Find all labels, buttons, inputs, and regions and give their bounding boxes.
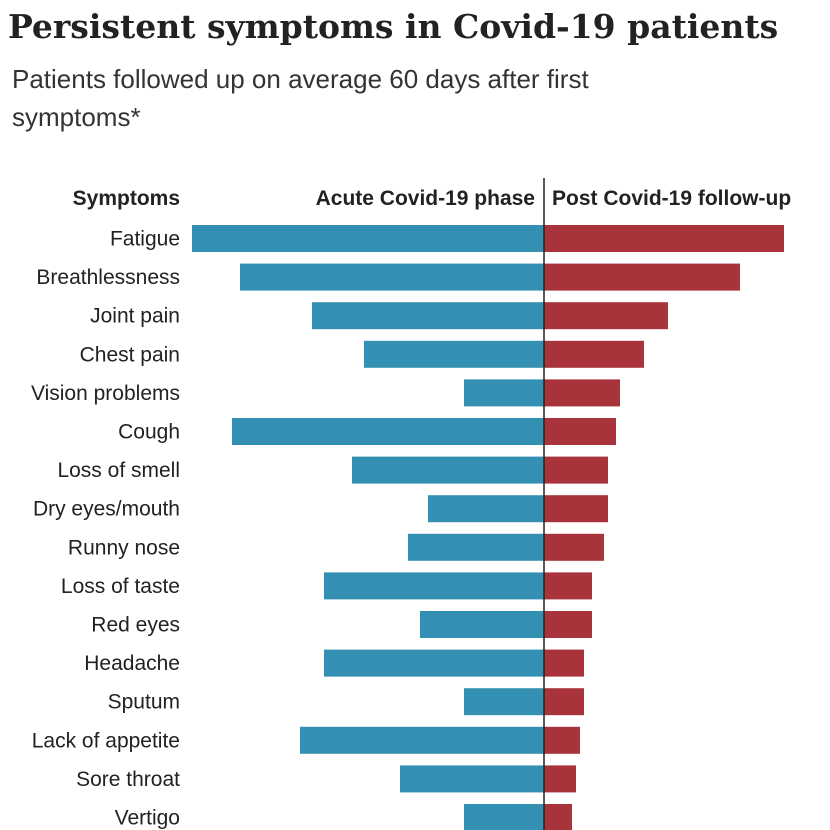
symptom-label: Runny nose [68, 536, 180, 559]
acute-phase-bar [364, 340, 544, 368]
symptom-label: Chest pain [80, 343, 180, 366]
post-followup-bar [544, 495, 608, 523]
acute-phase-bar [408, 533, 544, 561]
post-followup-bar [544, 765, 576, 793]
chart-title: Persistent symptoms in Covid-19 patients [8, 7, 779, 46]
symptom-label: Cough [118, 421, 180, 444]
symptom-label: Lack of appetite [32, 729, 180, 752]
acute-phase-bar [420, 611, 544, 638]
acute-phase-bar [300, 726, 544, 754]
acute-phase-header: Acute Covid-19 phase [316, 187, 535, 210]
post-followup-bar [544, 263, 740, 291]
acute-phase-bar [428, 495, 544, 523]
acute-phase-bar [312, 302, 544, 330]
acute-phase-bar [400, 765, 544, 793]
post-followup-bar [544, 804, 572, 830]
post-followup-bar [544, 379, 620, 407]
post-followup-bar [544, 225, 784, 252]
symptom-label: Breathlessness [36, 266, 180, 289]
symptom-label: Joint pain [90, 305, 180, 328]
post-followup-bar [544, 572, 592, 600]
symptom-label: Vertigo [115, 807, 180, 830]
post-followup-bar [544, 649, 584, 677]
symptom-label: Loss of smell [57, 459, 180, 482]
symptom-label: Loss of taste [61, 575, 180, 598]
symptom-label: Headache [84, 652, 180, 675]
acute-phase-bar [232, 418, 544, 445]
symptom-label: Sore throat [76, 768, 180, 791]
chart-subtitle: Patients followed up on average 60 days … [12, 64, 589, 132]
acute-phase-bar [464, 688, 544, 716]
acute-phase-bar [464, 379, 544, 407]
symptom-label: Sputum [108, 691, 180, 714]
bars-group [192, 225, 784, 830]
post-followup-bar [544, 456, 608, 484]
post-followup-bar [544, 611, 592, 638]
acute-phase-bar [240, 263, 544, 291]
symptom-label: Fatigue [110, 228, 180, 251]
acute-phase-bar [192, 225, 544, 252]
post-followup-bar [544, 726, 580, 754]
acute-phase-bar [324, 572, 544, 600]
acute-phase-bar [324, 649, 544, 677]
labels-group: Fatigue Breathlessness Joint pain Chest pai… [31, 228, 180, 830]
symptom-label: Dry eyes/mouth [33, 498, 180, 521]
acute-phase-bar [352, 456, 544, 484]
symptom-label: Red eyes [91, 614, 180, 637]
symptoms-column-header: Symptoms [73, 187, 180, 210]
post-followup-header: Post Covid-19 follow-up [552, 187, 791, 210]
post-followup-bar [544, 688, 584, 716]
post-followup-bar [544, 340, 644, 368]
post-followup-bar [544, 533, 604, 561]
post-followup-bar [544, 302, 668, 330]
symptom-label: Vision problems [31, 382, 180, 405]
post-followup-bar [544, 418, 616, 445]
acute-phase-bar [464, 804, 544, 830]
